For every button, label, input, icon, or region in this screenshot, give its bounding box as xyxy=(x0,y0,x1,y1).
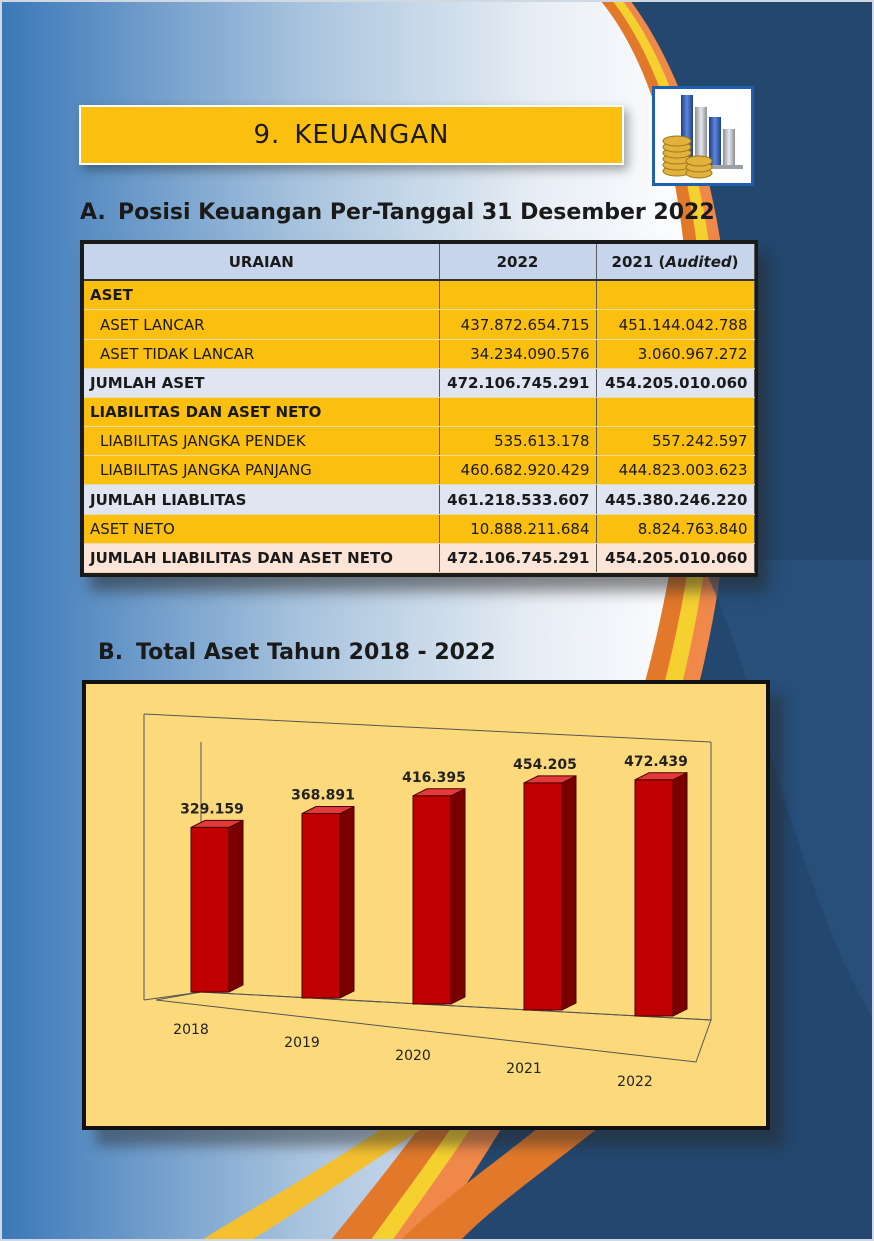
row-value-2021: 557.242.597 xyxy=(596,426,755,457)
bar-side-2021 xyxy=(561,775,577,1011)
row-label: ASET NETO xyxy=(84,514,440,544)
section-a-heading: A. Posisi Keuangan Per-Tanggal 31 Desembe… xyxy=(80,200,715,225)
row-label: ASET xyxy=(84,280,440,311)
financial-table: URAIAN 2022 2021 (Audited) ASET ASET LAN… xyxy=(84,244,755,574)
section-title: KEUANGAN xyxy=(294,120,450,150)
data-label-2021: 454.205 xyxy=(513,757,577,773)
financial-position-table: URAIAN 2022 2021 (Audited) ASET ASET LAN… xyxy=(80,240,758,577)
table-header-row: URAIAN 2022 2021 (Audited) xyxy=(84,244,755,281)
section-number: 9. xyxy=(253,120,281,150)
row-value-2022: 461.218.533.607 xyxy=(439,484,597,515)
row-value-2021: 8.824.763.840 xyxy=(596,514,755,544)
row-value-2021: 454.205.010.060 xyxy=(596,543,755,574)
data-label-2019: 368.891 xyxy=(291,788,355,804)
bar-2020 xyxy=(412,795,452,1005)
table-row: LIABILITAS JANGKA PENDEK 535.613.178 557… xyxy=(84,426,755,457)
bar-top-2020 xyxy=(412,788,466,797)
table-row: ASET NETO 10.888.211.684 8.824.763.840 xyxy=(84,514,755,544)
row-value-2021: 444.823.003.623 xyxy=(596,455,755,486)
x-tick-label-2020: 2020 xyxy=(395,1048,431,1064)
row-value-2021: 454.205.010.060 xyxy=(596,368,755,398)
row-label: JUMLAH ASET xyxy=(84,368,440,398)
bar-top-2021 xyxy=(523,775,577,784)
chart-floor-left-edge xyxy=(143,991,202,1001)
bar-2018 xyxy=(190,826,230,993)
x-tick-label-2021: 2021 xyxy=(506,1061,542,1077)
row-value-2021: 3.060.967.272 xyxy=(596,339,755,369)
row-value-2022: 460.682.920.429 xyxy=(439,455,597,486)
row-value-2021 xyxy=(596,397,755,428)
x-tick-label-2018: 2018 xyxy=(173,1022,209,1038)
data-label-2018: 329.159 xyxy=(180,801,244,817)
table-row: LIABILITAS JANGKA PANJANG 460.682.920.42… xyxy=(84,455,755,486)
row-value-2021 xyxy=(596,280,755,311)
bar-2021 xyxy=(523,782,563,1011)
row-label: JUMLAH LIABLITAS xyxy=(84,484,440,515)
row-value-2022 xyxy=(439,280,597,311)
section-b-title: Total Aset Tahun 2018 - 2022 xyxy=(136,640,496,665)
section-a-title: Posisi Keuangan Per-Tanggal 31 Desember … xyxy=(118,200,715,225)
header-2022: 2022 xyxy=(439,244,597,281)
row-value-2022: 472.106.745.291 xyxy=(439,543,597,574)
section-b-letter: B. xyxy=(98,640,124,665)
row-label: ASET LANCAR xyxy=(84,309,440,340)
bar-2019 xyxy=(301,813,341,999)
table-row: LIABILITAS DAN ASET NETO xyxy=(84,397,755,428)
row-value-2022 xyxy=(439,397,597,428)
row-value-2022: 535.613.178 xyxy=(439,426,597,457)
header-2021-note: Audited xyxy=(665,252,732,271)
row-value-2021: 451.144.042.788 xyxy=(596,309,755,340)
header-uraian: URAIAN xyxy=(84,244,440,281)
bar-top-2022 xyxy=(634,772,688,781)
section-title-banner: 9. KEUANGAN xyxy=(79,105,624,165)
table-row: JUMLAH ASET 472.106.745.291 454.205.010.… xyxy=(84,368,755,398)
row-label: LIABILITAS JANGKA PANJANG xyxy=(84,455,440,486)
table-row: JUMLAH LIABILITAS DAN ASET NETO 472.106.… xyxy=(84,543,755,574)
table-row: ASET TIDAK LANCAR 34.234.090.576 3.060.9… xyxy=(84,339,755,369)
row-value-2022: 472.106.745.291 xyxy=(439,368,597,398)
row-label: JUMLAH LIABILITAS DAN ASET NETO xyxy=(84,543,440,574)
row-value-2022: 437.872.654.715 xyxy=(439,309,597,340)
section-b-heading: B. Total Aset Tahun 2018 - 2022 xyxy=(98,640,496,665)
total-assets-chart: 329.159 2018 368.891 2019 416.395 2020 454.205… xyxy=(82,680,770,1130)
chart-floor xyxy=(155,991,712,1063)
row-value-2022: 10.888.211.684 xyxy=(439,514,597,544)
bar-2022 xyxy=(634,779,674,1017)
bar-chart-coins-icon xyxy=(652,86,754,186)
bar-side-2020 xyxy=(450,787,466,1005)
x-tick-label-2019: 2019 xyxy=(284,1035,320,1051)
table-row: JUMLAH LIABLITAS 461.218.533.607 445.380… xyxy=(84,484,755,515)
table-row: ASET LANCAR 437.872.654.715 451.144.042.… xyxy=(84,309,755,340)
bar-top-2018 xyxy=(190,819,244,828)
data-label-2022: 472.439 xyxy=(624,754,688,770)
bar-chart: 329.159 2018 368.891 2019 416.395 2020 454.205… xyxy=(143,713,712,1090)
chart-top-edge xyxy=(143,713,712,743)
row-label: LIABILITAS JANGKA PENDEK xyxy=(84,426,440,457)
table-row: ASET xyxy=(84,280,755,311)
row-label: ASET TIDAK LANCAR xyxy=(84,339,440,369)
header-2021: 2021 (Audited) xyxy=(596,244,755,281)
bar-side-2019 xyxy=(339,805,355,999)
bar-side-2018 xyxy=(228,819,244,993)
data-label-2020: 416.395 xyxy=(402,770,466,786)
bar-side-2022 xyxy=(672,771,688,1017)
row-value-2022: 34.234.090.576 xyxy=(439,339,597,369)
row-value-2021: 445.380.246.220 xyxy=(596,484,755,515)
bar-top-2019 xyxy=(301,806,355,815)
x-tick-label-2022: 2022 xyxy=(617,1074,653,1090)
section-a-letter: A. xyxy=(80,200,106,225)
row-label: LIABILITAS DAN ASET NETO xyxy=(84,397,440,428)
header-2021-year: 2021 xyxy=(611,252,654,271)
